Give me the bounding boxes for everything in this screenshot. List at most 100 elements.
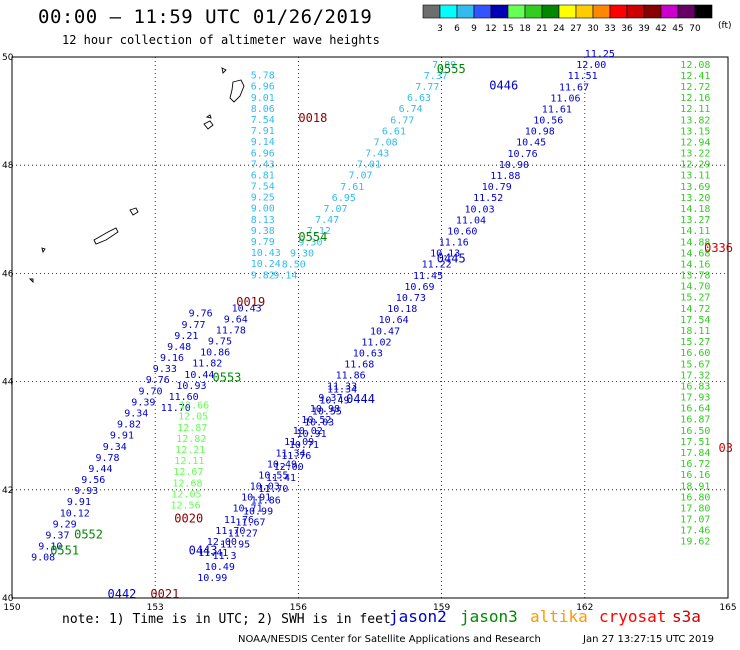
pass-label: 0553 [213,371,242,385]
swh-value: 12.68 [172,478,202,489]
swh-value: 7.89 [432,60,456,71]
colorbar-swatch [609,4,628,19]
swh-value: 10.03 [465,204,495,215]
swh-value: 15.27 [680,293,710,304]
x-tick-label: 159 [433,603,450,613]
legend-altika: altika [530,607,588,626]
colorbar-tick: 33 [604,24,615,34]
island-outline [28,278,34,284]
swh-value: 16.80 [680,492,710,503]
swh-value: 15.67 [680,359,710,370]
swh-value: 9.44 [88,464,112,475]
pass-label: 0444 [346,392,375,406]
legend-jason2: jason2 [389,607,447,626]
colorbar-tick: 27 [570,24,581,34]
swh-value: 10.90 [499,160,529,171]
swh-value: 16.72 [680,459,710,470]
swh-value: 7.54 [251,182,275,193]
swh-value: 9.33 [153,364,177,375]
y-tick-label: 42 [2,486,13,496]
swh-value: 11.88 [490,171,520,182]
pass-label: 03 [719,441,733,455]
swh-value: 11.25 [585,49,615,60]
colorbar-tick: 45 [672,24,683,34]
swh-value: 7.61 [340,182,364,193]
colorbar-tick: 39 [638,24,650,34]
swh-value: 18.91 [680,481,710,492]
swh-value: 12.11 [680,104,710,115]
swh-value: 11.45 [413,271,443,282]
swh-value: 16.83 [680,381,710,392]
swh-value: 11.41 [198,548,228,559]
swh-value: 11.33 [327,382,357,393]
swh-value: 5.78 [251,71,275,82]
legend-cryosat: cryosat [599,607,667,626]
swh-value: 11.68 [344,360,374,371]
colorbar-swatch [575,4,594,19]
swh-value: 13.78 [680,271,710,282]
swh-value: 7.07 [349,171,373,182]
swh-value: 12.67 [173,467,203,478]
swh-value: 9.37 [45,531,69,542]
swh-value: 11.95 [220,540,250,551]
credit-timestamp: Jan 27 13:27:15 UTC 2019 [583,634,715,645]
swh-value: 10.60 [447,226,477,237]
swh-value: 9.76 [146,375,170,386]
swh-value: 9.39 [131,397,155,408]
colorbar-swatch [643,4,662,19]
swh-value: 9.01 [251,93,275,104]
pass-label: 0018 [298,111,327,125]
island-outline [221,67,227,74]
swh-value: 7.77 [415,82,439,93]
colorbar-tick: 12 [485,24,496,34]
swh-value: 14.11 [680,226,710,237]
swh-value: 9.48 [167,342,191,353]
swh-value: 10.44 [184,370,214,381]
swh-value: 14.72 [680,304,710,315]
colorbar-tick: 9 [471,24,477,34]
swh-value: 19.62 [680,537,710,548]
x-tick-label: 162 [576,603,593,613]
pass-label: 0336 [704,241,733,255]
swh-value: 9.29 [53,519,77,530]
y-tick-label: 50 [2,53,14,63]
swh-value: 11.86 [251,495,281,506]
swh-value: 15.27 [680,337,710,348]
swh-value: 10.47 [370,326,400,337]
swh-value: 9.56 [81,475,105,486]
y-tick-label: 44 [2,378,14,388]
swh-value: 17.32 [680,370,710,381]
swh-value: 10.43 [251,248,281,259]
swh-value: 17.07 [680,515,710,526]
colorbar-tick: 6 [454,24,460,34]
swh-value: 10.91 [297,429,327,440]
swh-value: 12.82 [176,434,206,445]
island-outline [229,79,245,103]
swh-value: 14.68 [680,248,710,259]
swh-value: 12.41 [680,71,710,82]
swh-value: 6.81 [251,171,275,182]
credit-text: NOAA/NESDIS Center for Satellite Applica… [238,634,541,645]
swh-value: 16.16 [680,470,710,481]
swh-value: 10.24 [251,259,281,270]
swh-value: 10.49 [205,562,235,573]
colorbar-tick: 24 [553,24,565,34]
swh-value: 16.87 [680,415,710,426]
swh-value: 11.67 [559,82,589,93]
swh-value: 10.73 [396,293,426,304]
swh-value: 9.10 [38,542,62,553]
swh-value: 11.86 [336,371,366,382]
swh-value: 11.76 [281,451,311,462]
swh-value: 12.05 [171,489,201,500]
colorbar-swatch [473,4,492,19]
swh-value: 17.51 [680,437,710,448]
colorbar-swatch [507,4,526,19]
swh-value: 10.12 [60,508,90,519]
swh-value: 12.05 [178,412,208,423]
colorbar-swatch [694,4,713,19]
swh-value: 7.54 [251,115,275,126]
swh-value: 18.11 [680,326,710,337]
swh-value: 10.55 [312,407,342,418]
swh-value: 11.3 [213,551,237,562]
